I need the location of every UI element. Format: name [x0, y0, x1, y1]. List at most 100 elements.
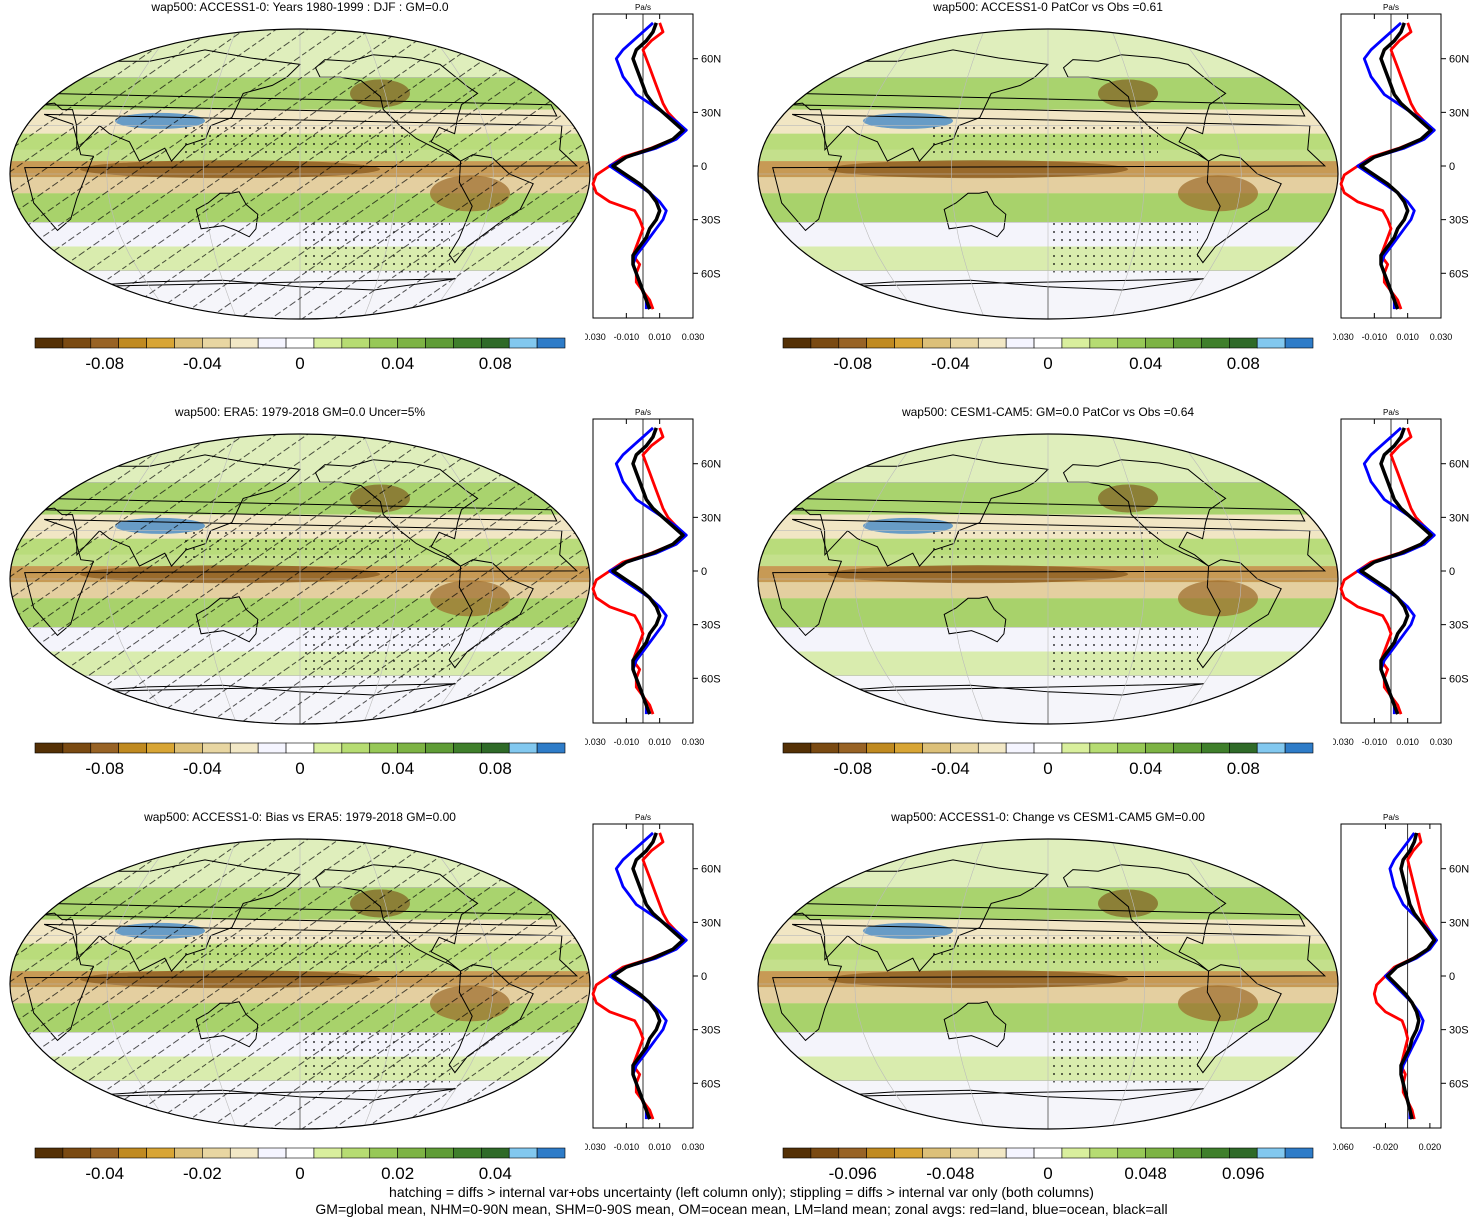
zonal-line-land: [591, 832, 687, 1120]
colorbar-swatch: [1089, 337, 1119, 349]
zonal-unit-label: Pa/s: [635, 3, 651, 12]
colorbar: -0.04 -0.02 0 0.02 0.04: [34, 1147, 566, 1183]
colorbar-swatch: [146, 1147, 175, 1159]
map-plot: [9, 433, 591, 725]
zonal-unit-label: Pa/s: [1383, 813, 1399, 822]
coastline-namerica: [1062, 459, 1227, 567]
colorbar-swatch: [894, 337, 923, 349]
colorbar-label: 0.04: [1129, 354, 1162, 373]
colorbar-swatch: [977, 1147, 1007, 1159]
stippling: [1048, 222, 1198, 273]
x-tick-label: -0.010: [1362, 737, 1388, 747]
colorbar-swatch: [810, 337, 840, 349]
itcz-ascent-band: [828, 970, 1128, 989]
colorbar-swatch: [866, 742, 895, 754]
colorbar-swatch: [313, 337, 343, 349]
colorbar-swatch: [229, 742, 259, 754]
colorbar-swatch: [810, 742, 840, 754]
colorbar-swatch: [922, 337, 951, 349]
lat-tick-label: 30S: [1449, 215, 1469, 227]
lat-tick-label: 60S: [701, 1078, 721, 1090]
x-tick-label: 0.010: [1396, 332, 1419, 342]
colorbar-label: 0: [1043, 759, 1052, 778]
zonal-unit-label: Pa/s: [1383, 3, 1399, 12]
colorbar-label: 0.096: [1222, 1164, 1265, 1183]
map-border: [9, 28, 591, 320]
map-border: [9, 838, 591, 1130]
x-tick-label: -0.010: [1362, 332, 1388, 342]
colorbar-label: -0.02: [183, 1164, 222, 1183]
lat-tick-label: 0: [701, 971, 707, 983]
colorbar-swatch: [1201, 1147, 1230, 1159]
colorbar-swatch: [838, 1147, 867, 1159]
lat-tick-label: 0: [1449, 161, 1455, 173]
colorbar-label: 0: [1043, 354, 1052, 373]
map-border: [9, 433, 591, 725]
x-tick-label: 0.010: [1396, 737, 1419, 747]
lat-tick-label: 30N: [1449, 107, 1469, 119]
lat-tick-label: 60S: [1449, 673, 1469, 685]
coastline-australia: [943, 596, 1007, 643]
panel-access-climatology: wap500: ACCESS1-0: Years 1980-1999 : DJF…: [0, 0, 740, 405]
coastline-namerica: [1062, 864, 1227, 972]
colorbar-swatch: [1089, 1147, 1119, 1159]
colorbar-swatch: [950, 742, 979, 754]
hatching: [10, 434, 590, 724]
colorbar-label: 0.04: [479, 1164, 512, 1183]
colorbar: -0.08 -0.04 0 0.04 0.08: [34, 742, 566, 778]
colorbar-swatch: [118, 1147, 147, 1159]
colorbar-label: 0.048: [1124, 1164, 1167, 1183]
panel-title: wap500: ACCESS1-0: Bias vs ERA5: 1979-20…: [144, 810, 456, 824]
coastline-samerica: [1196, 154, 1282, 264]
zonal-unit-label: Pa/s: [1383, 408, 1399, 417]
lat-tick-label: 30N: [1449, 917, 1469, 929]
map-plot: [9, 28, 591, 320]
coastline-australia: [943, 191, 1007, 238]
zonal-mean-plot: Pa/s 60N 30N 0 30S 60S -0.030 -0.010 0.010 0.030: [585, 813, 721, 1152]
zonal-mean-plot: Pa/s 60N 30N 0 30S 60S -0.060 -0.020 0.020: [1333, 813, 1469, 1152]
coastline-africa: [772, 518, 1327, 637]
colorbar-label: 0.08: [1227, 354, 1260, 373]
colorbar-label: 0: [295, 759, 304, 778]
colorbar-swatch: [1229, 742, 1258, 754]
panel-cesm: wap500: CESM1-CAM5: GM=0.0 PatCor vs Obs…: [748, 405, 1483, 810]
zonal-mean-plot: Pa/s 60N 30N 0 30S 60S -0.030 -0.010 0.010 0.030: [585, 408, 721, 747]
graticule-lon: [950, 839, 985, 1129]
colorbar-swatch: [397, 742, 426, 754]
colorbar-swatch: [838, 742, 867, 754]
colorbar-label: -0.04: [85, 1164, 124, 1183]
stippling: [928, 530, 1158, 561]
map-plot: [757, 433, 1339, 725]
lat-tick-label: 30N: [701, 512, 721, 524]
zonal-line-all: [1359, 427, 1433, 715]
lat-tick-label: 60S: [1449, 268, 1469, 280]
lat-tick-label: 30S: [701, 620, 721, 632]
colorbar-swatch: [90, 337, 119, 349]
stippling: [1048, 627, 1198, 678]
colorbar-swatch: [1117, 1147, 1146, 1159]
zonal-line-all: [611, 832, 685, 1120]
graticule-lon: [1174, 839, 1242, 1129]
colorbar-swatch: [1173, 1147, 1202, 1159]
colorbar-swatch: [508, 1147, 538, 1159]
x-tick-label: -0.030: [1333, 737, 1354, 747]
graticule-lon: [950, 434, 985, 724]
panel-title: wap500: ACCESS1-0: Years 1980-1999 : DJF…: [151, 0, 449, 14]
colorbar-swatch: [202, 337, 231, 349]
lat-tick-label: 60N: [1449, 459, 1469, 471]
colorbar-swatch: [1061, 742, 1091, 754]
colorbar-swatch: [1117, 337, 1146, 349]
zonal-unit-label: Pa/s: [635, 813, 651, 822]
colorbar-swatch: [90, 742, 119, 754]
colorbar-swatch: [481, 1147, 510, 1159]
colorbar-swatch: [866, 337, 895, 349]
colorbar-label: 0.02: [381, 1164, 414, 1183]
colorbar-swatch: [285, 742, 315, 754]
colorbar-label: 0.04: [1129, 759, 1162, 778]
panel-title: wap500: ACCESS1-0 PatCor vs Obs =0.61: [933, 0, 1163, 14]
zonal-unit-label: Pa/s: [635, 408, 651, 417]
coastline-samerica: [1196, 559, 1282, 669]
colorbar-swatch: [1201, 742, 1230, 754]
graticule-lon: [1174, 29, 1242, 319]
map-border: [757, 28, 1339, 320]
